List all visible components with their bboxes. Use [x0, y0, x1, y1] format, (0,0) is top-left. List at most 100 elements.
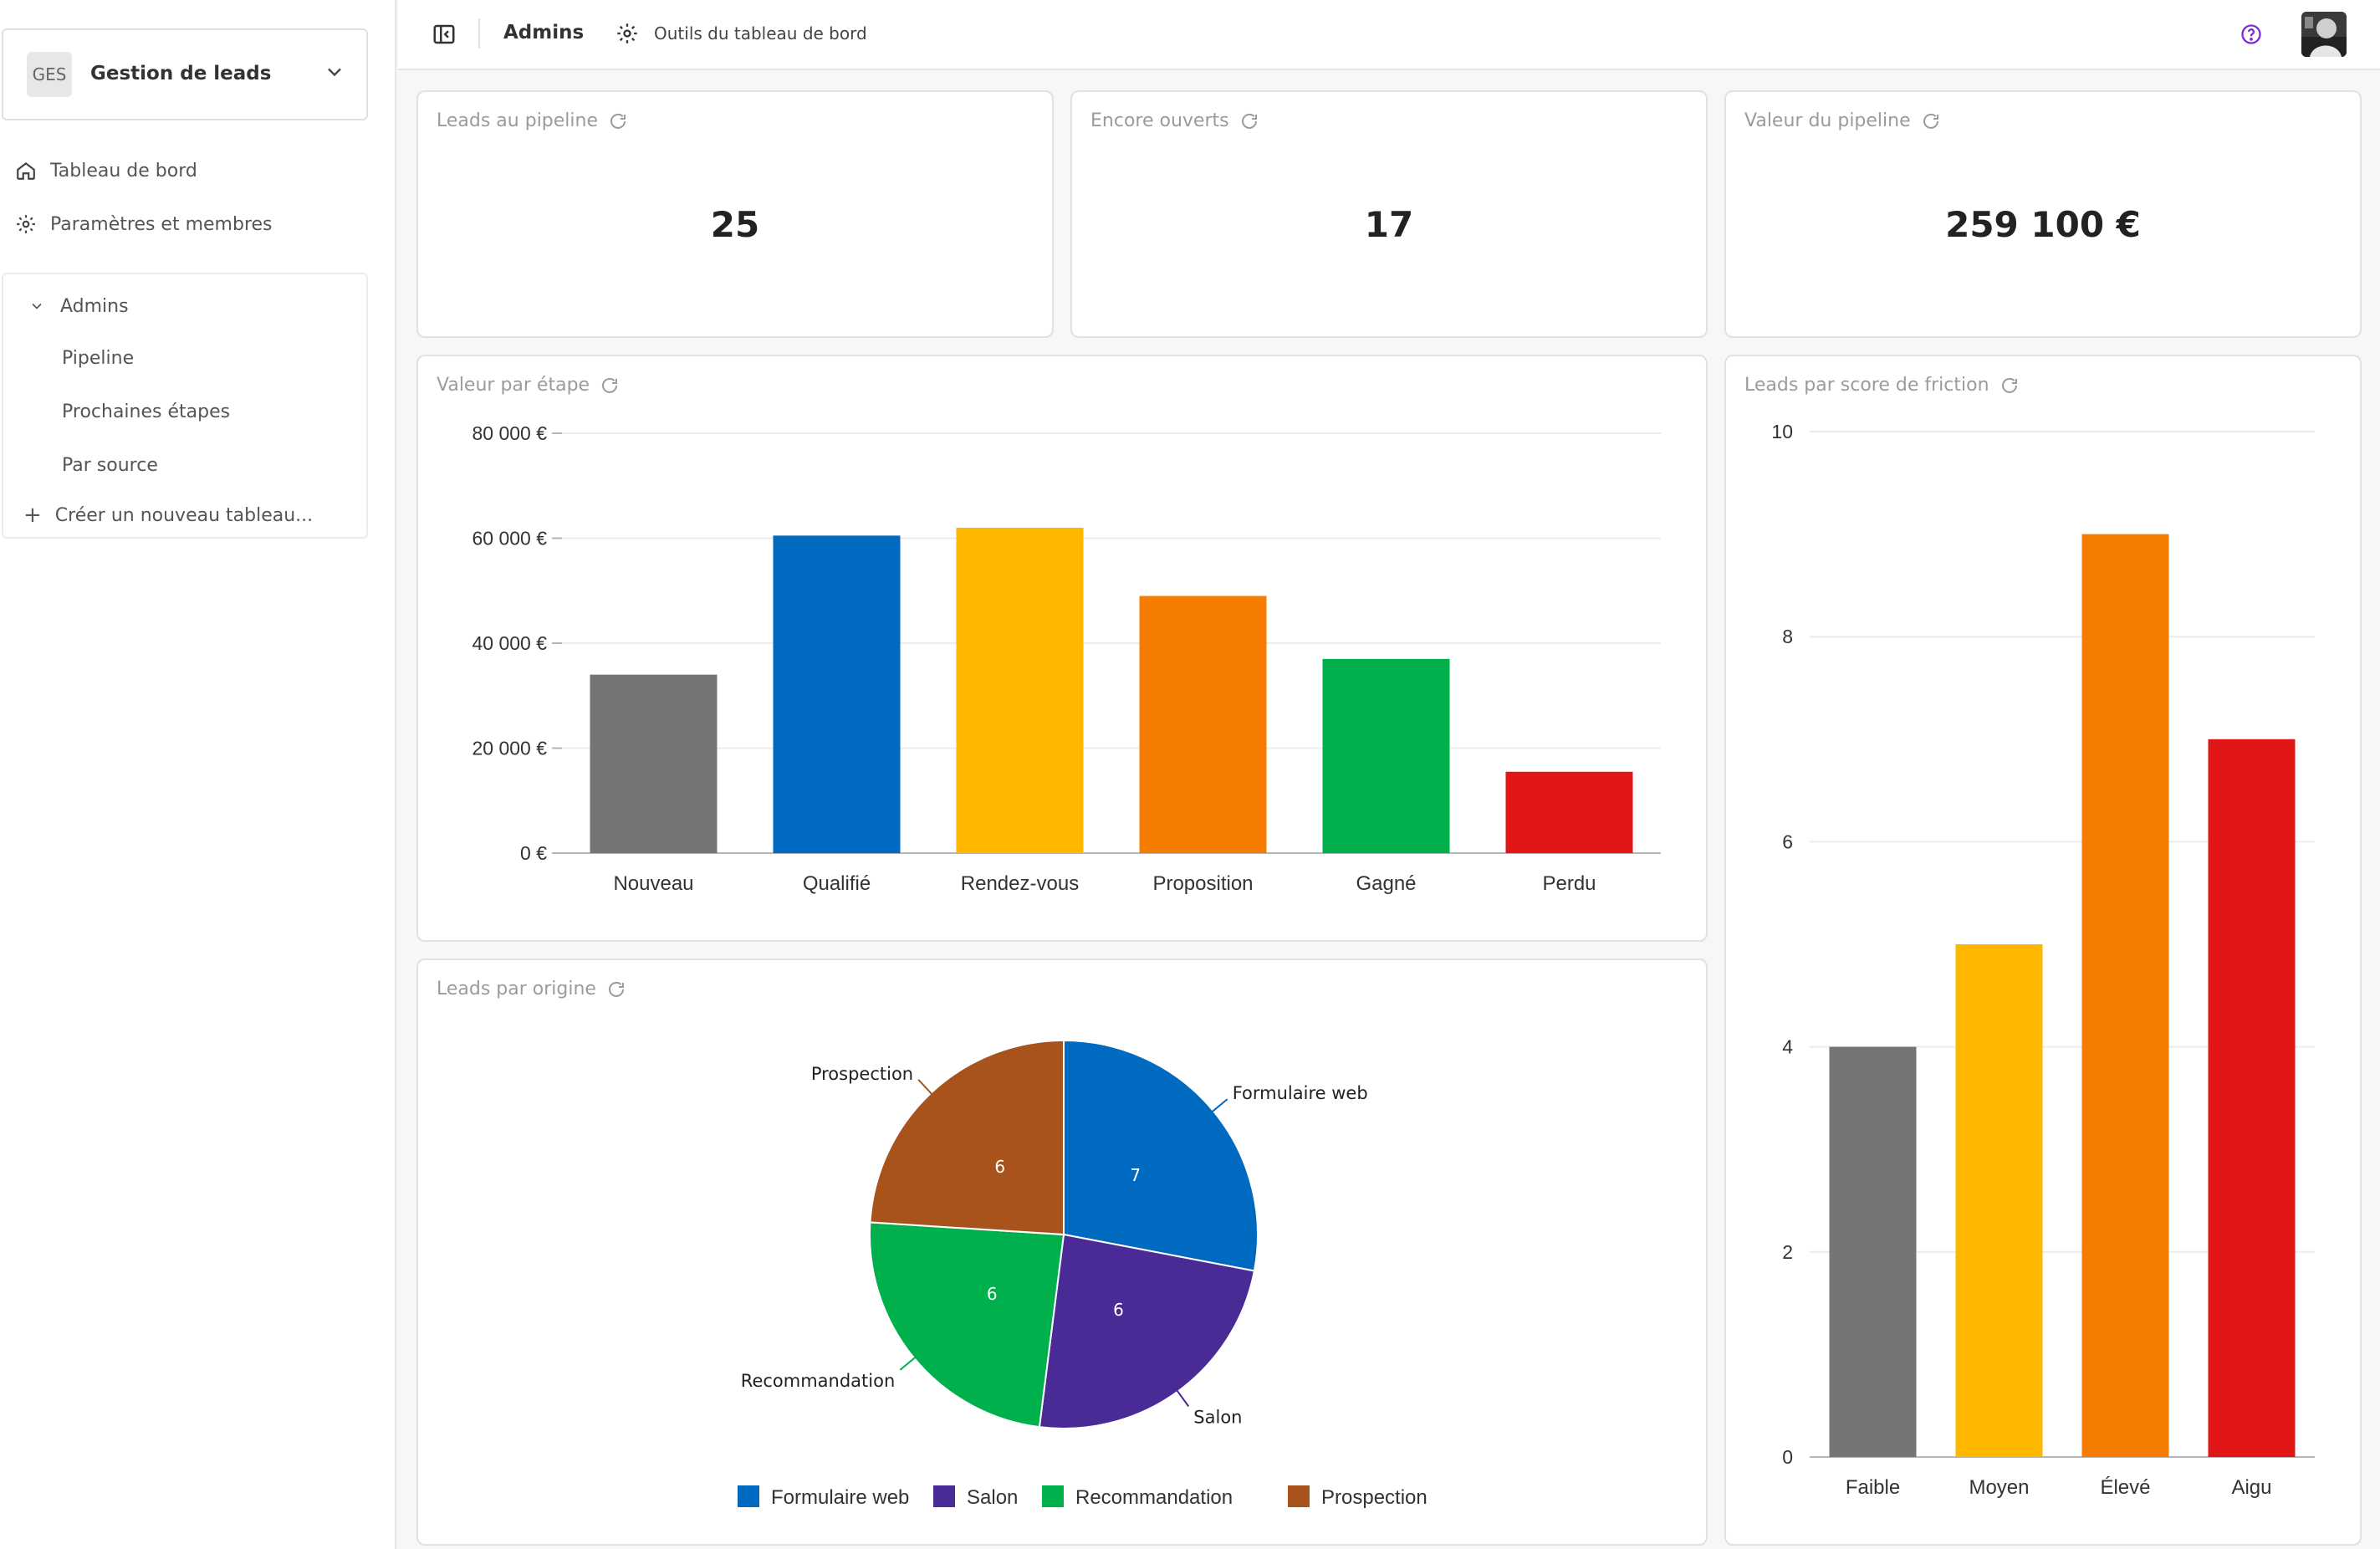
- card-title: Valeur du pipeline: [1744, 110, 1941, 131]
- plus-icon: +: [23, 503, 42, 528]
- refresh-icon[interactable]: [1239, 111, 1259, 131]
- kpi-card-open: Encore ouverts 17: [1070, 90, 1708, 338]
- x-tick-label: Moyen: [1969, 1476, 2029, 1499]
- dashboard-tools-button[interactable]: Outils du tableau de bord: [615, 18, 867, 49]
- slice-name-label: Salon: [1193, 1407, 1242, 1427]
- topbar: Admins Outils du tableau de bord: [398, 0, 2380, 70]
- gear-icon: [17, 215, 35, 233]
- boards-panel: Admins Pipeline Prochaines étapes Par so…: [2, 273, 368, 539]
- slice-leader-line: [1210, 1098, 1228, 1114]
- pie-slice: [869, 1221, 1065, 1429]
- create-board-button[interactable]: + Créer un nouveau tableau...: [23, 498, 313, 532]
- bar: [1322, 658, 1450, 853]
- legend-swatch: [738, 1485, 759, 1507]
- bar: [1829, 1046, 1917, 1457]
- refresh-icon[interactable]: [606, 979, 626, 999]
- refresh-icon[interactable]: [2000, 376, 2020, 396]
- page-title: Admins: [503, 22, 585, 43]
- y-tick-label: 80 000 €: [472, 422, 547, 444]
- nav-item-settings[interactable]: Paramètres et membres: [15, 207, 273, 241]
- y-tick-label: 10: [1771, 421, 1793, 442]
- y-tick-label: 60 000 €: [472, 528, 547, 550]
- y-tick-label: 40 000 €: [472, 632, 547, 654]
- chart-card-value-by-stage: Valeur par étape 0 € 20 000 € 40 000 € 60 0…: [416, 355, 1708, 942]
- slice-leader-line: [1175, 1388, 1190, 1408]
- card-title-text: Encore ouverts: [1090, 110, 1229, 131]
- slice-name-label: Formulaire web: [1233, 1083, 1368, 1103]
- y-tick-label: 0: [1782, 1446, 1793, 1468]
- kpi-card-pipeline-value: Valeur du pipeline 259 100 €: [1724, 90, 2362, 338]
- legend-label: Formulaire web: [771, 1486, 909, 1509]
- workspace-switcher[interactable]: GES Gestion de leads: [2, 28, 368, 120]
- help-icon[interactable]: [2240, 23, 2263, 46]
- kpi-value: 259 100 €: [1945, 204, 2141, 245]
- nav-item-dashboard[interactable]: Tableau de bord: [15, 154, 197, 187]
- chevron-down-icon: [32, 303, 42, 309]
- board-item-by-source[interactable]: Par source: [62, 454, 158, 476]
- card-title: Leads par score de friction: [1744, 375, 2020, 396]
- chevron-down-icon: [328, 68, 341, 77]
- chart-card-leads-by-origin: Leads par origine 7 Formulaire web 6 Salon 6…: [416, 959, 1708, 1546]
- sidebar: GES Gestion de leads Tableau de bord Par…: [0, 0, 396, 1549]
- card-title-text: Leads par origine: [437, 979, 596, 999]
- y-tick-label: 4: [1782, 1036, 1793, 1058]
- x-tick-label: Élevé: [2100, 1476, 2150, 1499]
- x-tick-label: Aigu: [2231, 1476, 2271, 1499]
- slice-leader-line: [899, 1355, 917, 1371]
- refresh-icon[interactable]: [1921, 111, 1941, 131]
- board-group-admins[interactable]: Admins: [28, 289, 129, 323]
- bar: [2081, 534, 2169, 1457]
- sidebar-collapse-icon[interactable]: [432, 22, 457, 47]
- slice-name-label: Recommandation: [741, 1371, 895, 1391]
- nav-item-label: Paramètres et membres: [50, 213, 273, 235]
- kpi-card-leads: Leads au pipeline 25: [416, 90, 1054, 338]
- bar: [956, 527, 1084, 853]
- toolbar-divider: [478, 18, 480, 49]
- legend-swatch: [1288, 1485, 1310, 1507]
- leads-by-origin-chart: 7 Formulaire web 6 Salon 6 Recommandation 6 Pro…: [738, 1039, 1427, 1509]
- avatar[interactable]: [2301, 12, 2347, 57]
- bar: [2208, 739, 2296, 1457]
- pie-slice: [1063, 1039, 1259, 1272]
- create-board-label: Créer un nouveau tableau...: [54, 504, 314, 526]
- board-item-next-steps[interactable]: Prochaines étapes: [62, 401, 231, 422]
- x-tick-label: Faible: [1846, 1476, 1900, 1499]
- kpi-value: 17: [1364, 204, 1414, 245]
- bar: [590, 674, 718, 853]
- legend-label: Prospection: [1321, 1486, 1427, 1509]
- workspace-avatar: GES: [27, 52, 72, 97]
- board-item-pipeline[interactable]: Pipeline: [62, 347, 135, 369]
- leads-by-friction-chart: 0 2 4 6 8 10 Faible Moyen Élevé Aigu: [1771, 421, 2315, 1499]
- card-title-text: Valeur du pipeline: [1744, 110, 1911, 131]
- bar: [1505, 771, 1633, 853]
- refresh-icon[interactable]: [608, 111, 628, 131]
- card-title-text: Valeur par étape: [437, 375, 590, 396]
- card-title: Encore ouverts: [1090, 110, 1259, 131]
- x-tick-label: Proposition: [1152, 872, 1253, 895]
- y-tick-label: 6: [1782, 831, 1793, 852]
- gear-icon: [617, 23, 637, 43]
- y-tick-label: 20 000 €: [472, 738, 547, 759]
- nav-item-label: Tableau de bord: [50, 160, 197, 181]
- bar: [773, 535, 901, 853]
- slice-value-label: 6: [994, 1157, 1005, 1177]
- refresh-icon[interactable]: [600, 376, 620, 396]
- card-title-text: Leads au pipeline: [437, 110, 599, 131]
- bar: [1955, 944, 2043, 1457]
- x-tick-label: Nouveau: [613, 872, 693, 895]
- y-tick-label: 0 €: [520, 842, 547, 864]
- slice-name-label: Prospection: [811, 1064, 913, 1084]
- y-tick-label: 8: [1782, 626, 1793, 647]
- board-group-label: Admins: [60, 295, 129, 317]
- dashboard-tools-label: Outils du tableau de bord: [654, 23, 867, 43]
- legend-label: Salon: [967, 1486, 1018, 1509]
- slice-value-label: 6: [987, 1284, 998, 1304]
- x-tick-label: Rendez-vous: [961, 872, 1079, 895]
- x-tick-label: Qualifié: [803, 872, 871, 895]
- home-icon: [17, 161, 35, 180]
- workspace-name: Gestion de leads: [90, 63, 272, 84]
- value-by-stage-chart: 0 € 20 000 € 40 000 € 60 000 € 80 000 € Nouve…: [472, 422, 1661, 895]
- x-tick-label: Perdu: [1542, 872, 1596, 895]
- slice-value-label: 7: [1130, 1165, 1141, 1185]
